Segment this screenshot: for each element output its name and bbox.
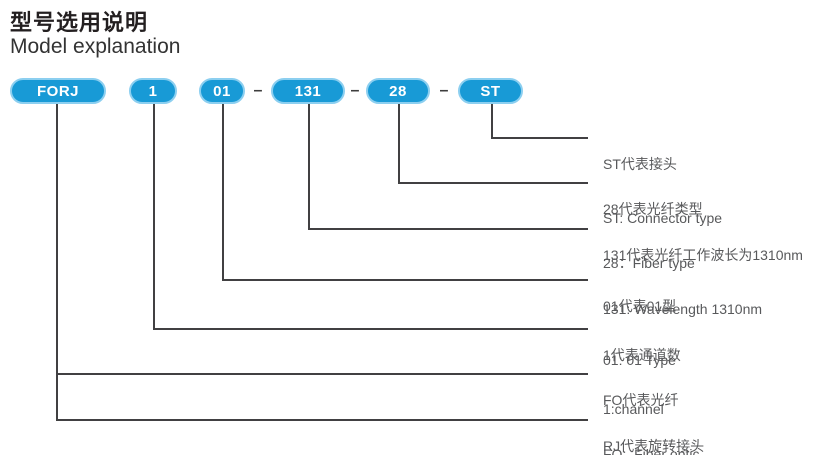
badge-01: 01 xyxy=(199,78,245,104)
explanation-28-zh: 28代表光纤类型 xyxy=(603,201,703,217)
badge-forj: FORJ xyxy=(10,78,106,104)
explanation-131-zh: 131代表光纤工作波长为1310nm xyxy=(603,247,803,263)
connector-horizontal-28 xyxy=(398,182,588,184)
explanation-rj-zh: RJ代表旋转接头 xyxy=(603,438,705,454)
connector-horizontal-1 xyxy=(153,328,588,330)
dash-separator: – xyxy=(253,82,263,99)
explanation-01: 01代表01型 01: 01 Type xyxy=(603,261,676,405)
connector-horizontal-st xyxy=(491,137,588,139)
connector-vertical-131 xyxy=(308,104,310,228)
dash-separator: – xyxy=(350,82,360,99)
explanation-01-zh: 01代表01型 xyxy=(603,298,677,314)
explanation-rj: RJ代表旋转接头 RJ: Rotary joint xyxy=(603,401,704,455)
connector-vertical-28 xyxy=(398,104,400,182)
explanation-st-en: ST: Connector type xyxy=(603,210,723,226)
explanation-28-en: 28：Fiber type xyxy=(603,255,695,271)
page-title-chinese: 型号选用说明 xyxy=(10,10,149,35)
badge-st: ST xyxy=(458,78,523,104)
connector-vertical-1 xyxy=(153,104,155,328)
badge-1: 1 xyxy=(129,78,177,104)
connector-horizontal-01 xyxy=(222,279,588,281)
explanation-fo-en: FO: Fiber optic xyxy=(603,446,700,455)
explanation-st-zh: ST代表接头 xyxy=(603,156,677,172)
connector-vertical-st xyxy=(491,104,493,137)
explanation-131: 131代表光纤工作波长为1310nm 131: Wavelength 1310n… xyxy=(603,210,803,354)
connector-horizontal-131 xyxy=(308,228,588,230)
explanation-fo: FO代表光纤 FO: Fiber optic xyxy=(603,355,699,455)
explanation-fo-zh: FO代表光纤 xyxy=(603,392,679,408)
badge-28: 28 xyxy=(366,78,430,104)
explanation-28: 28代表光纤类型 28：Fiber type xyxy=(603,164,703,308)
badge-131: 131 xyxy=(271,78,345,104)
explanation-st: ST代表接头 ST: Connector type xyxy=(603,119,722,263)
page-title-english: Model explanation xyxy=(10,35,181,58)
explanation-01-en: 01: 01 Type xyxy=(603,352,676,368)
connector-horizontal-fo xyxy=(56,373,588,375)
dash-separator: – xyxy=(439,82,449,99)
connector-vertical-forj xyxy=(56,104,58,419)
explanation-1-zh: 1代表通道数 xyxy=(603,347,681,363)
explanation-1-en: 1:channel xyxy=(603,401,664,417)
connector-vertical-01 xyxy=(222,104,224,279)
connector-horizontal-rj xyxy=(56,419,588,421)
explanation-1: 1代表通道数 1:channel xyxy=(603,310,681,454)
explanation-131-en: 131: Wavelength 1310nm xyxy=(603,301,763,317)
